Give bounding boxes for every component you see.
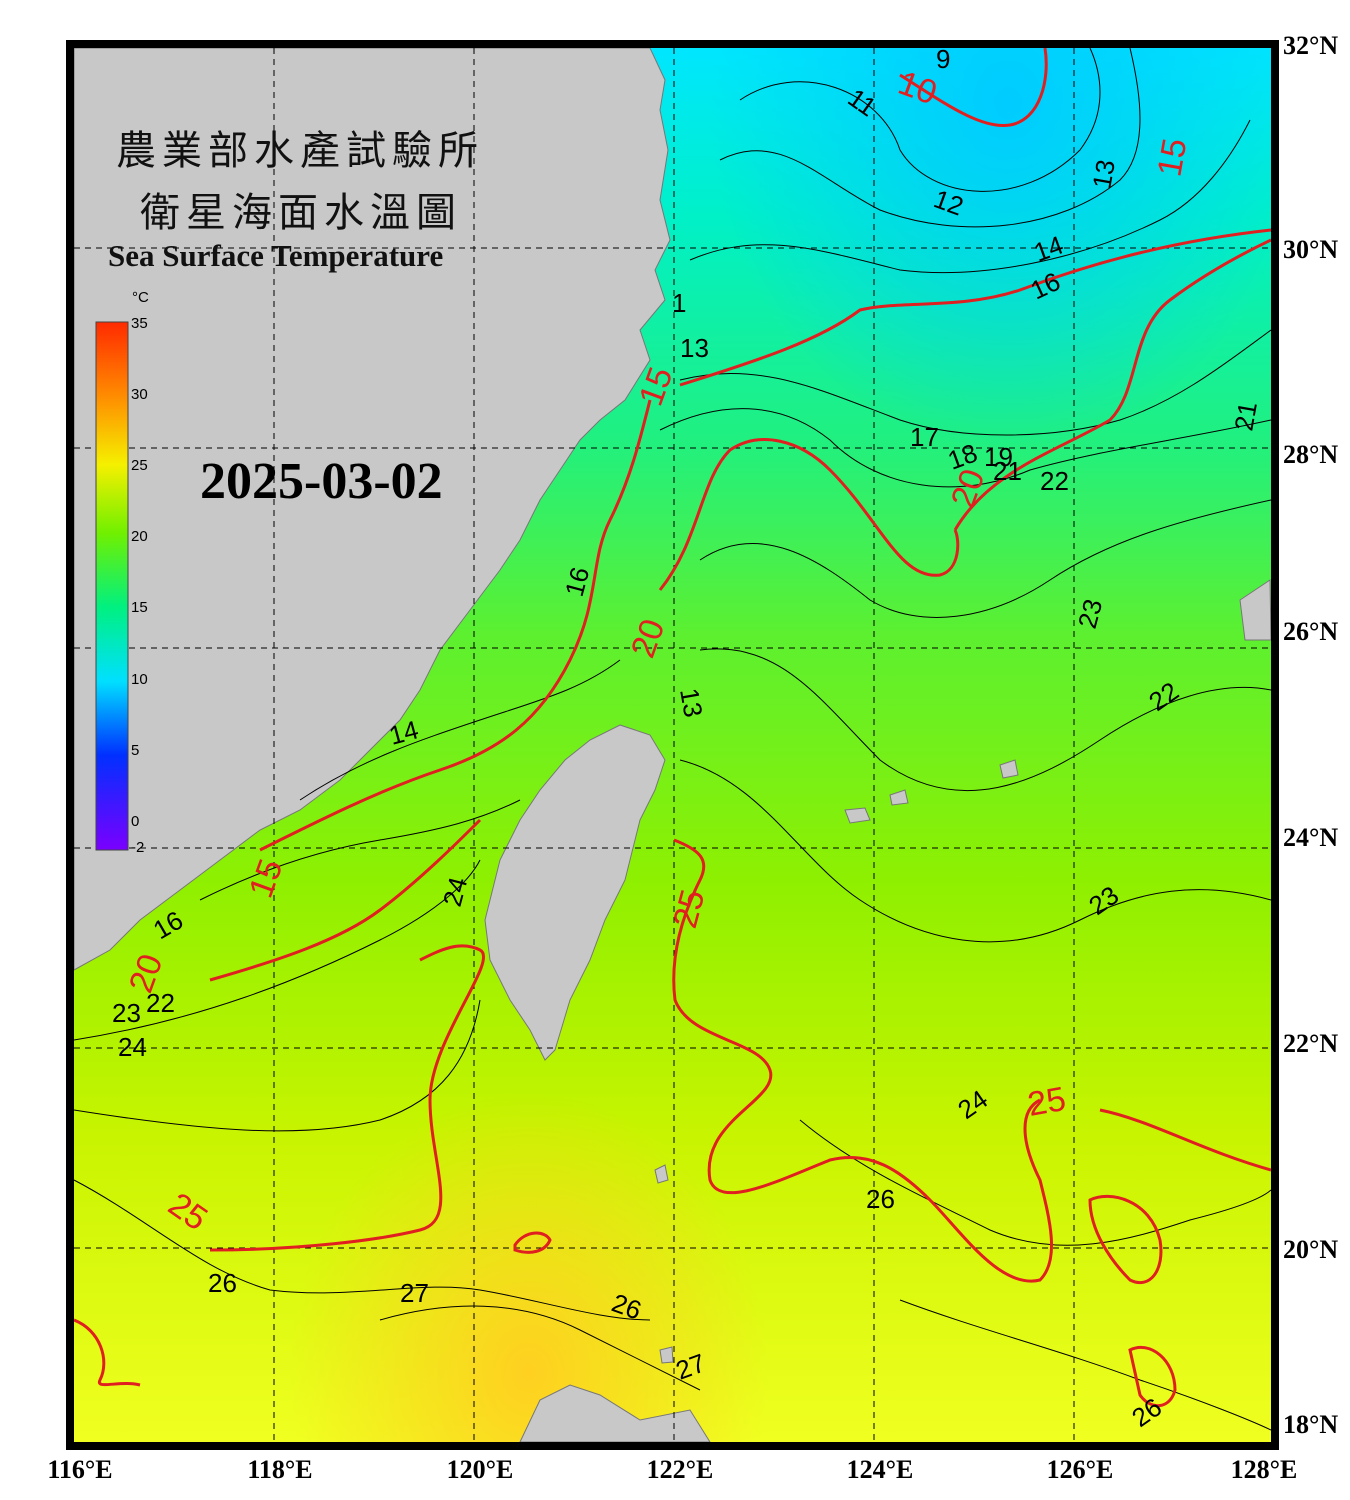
isotherms-red bbox=[74, 48, 1271, 1408]
title-english: Sea Surface Temperature bbox=[108, 238, 444, 273]
isotherm-label: 21 bbox=[1228, 399, 1263, 433]
lon-label: 118°E bbox=[247, 1455, 312, 1484]
ryukyu-islands bbox=[654, 579, 1271, 1364]
map-border bbox=[66, 40, 1279, 1450]
isotherm-label: 9 bbox=[936, 44, 950, 74]
isotherm-label: 21 bbox=[993, 456, 1022, 486]
colorbar-scale bbox=[95, 321, 129, 851]
colorbar-unit: °C bbox=[132, 289, 149, 306]
lat-label: 22°N bbox=[1283, 1029, 1338, 1058]
colorbar-ticks: 35 30 25 20 15 10 5 0 -2 bbox=[131, 315, 148, 856]
lat-label: 26°N bbox=[1283, 617, 1338, 646]
isotherm-label: 13 bbox=[1086, 157, 1121, 191]
isotherm-label: 25 bbox=[1025, 1080, 1069, 1124]
lon-label: 124°E bbox=[847, 1455, 914, 1484]
mainland-china bbox=[74, 48, 671, 971]
isotherms-black bbox=[74, 48, 1271, 1431]
colorbar-tick: 5 bbox=[131, 742, 139, 759]
lon-label: 116°E bbox=[47, 1455, 112, 1484]
lat-label: 24°N bbox=[1283, 823, 1338, 852]
colorbar-tick: 10 bbox=[131, 671, 148, 688]
isotherm-label: 24 bbox=[118, 1032, 147, 1062]
map-area: 9 11 12 13 13 14 16 16 17 18 19 21 22 21… bbox=[74, 44, 1271, 1442]
isotherm-label: 22 bbox=[146, 988, 175, 1018]
lat-label: 18°N bbox=[1283, 1410, 1338, 1439]
luzon-island bbox=[519, 1384, 711, 1442]
longitude-labels: 116°E 118°E 120°E 122°E 124°E 126°E 128°… bbox=[47, 1455, 1297, 1484]
isotherm-label: 17 bbox=[910, 422, 939, 452]
lat-label: 32°N bbox=[1283, 31, 1338, 60]
lon-label: 120°E bbox=[447, 1455, 514, 1484]
isotherm-label: 13 bbox=[674, 686, 709, 720]
isotherm-label: 22 bbox=[1040, 466, 1069, 496]
lon-label: 126°E bbox=[1047, 1455, 1114, 1484]
isotherm-label: 27 bbox=[400, 1278, 429, 1308]
isotherm-label: 26 bbox=[866, 1184, 895, 1214]
isotherm-label: 19 bbox=[984, 442, 1013, 472]
colorbar-tick: 15 bbox=[131, 599, 148, 616]
isotherm-label: 15 bbox=[1150, 136, 1194, 180]
colorbar-tick: 0 bbox=[131, 813, 139, 830]
latitude-labels: 32°N 30°N 28°N 26°N 24°N 22°N 20°N 18°N bbox=[1283, 31, 1338, 1439]
title-chinese-line2: 衛星海面水溫圖 bbox=[140, 190, 462, 236]
taiwan-island bbox=[484, 724, 666, 1061]
isotherm-label: 26 bbox=[208, 1268, 237, 1298]
lat-label: 20°N bbox=[1283, 1235, 1338, 1264]
isotherm-label: 23 bbox=[112, 998, 141, 1028]
colorbar: °C 35 30 25 20 15 10 5 0 -2 bbox=[95, 289, 149, 856]
lon-label: 128°E bbox=[1231, 1455, 1298, 1484]
isotherm-labels-black: 9 11 12 13 13 14 16 16 17 18 19 21 22 21… bbox=[112, 44, 1263, 1433]
colorbar-tick: -2 bbox=[131, 839, 144, 856]
title-chinese-line1: 農業部水產試驗所 bbox=[116, 128, 484, 174]
colorbar-tick: 35 bbox=[131, 315, 148, 332]
date-label: 2025-03-02 bbox=[200, 453, 443, 510]
lon-label: 122°E bbox=[647, 1455, 714, 1484]
colorbar-tick: 25 bbox=[131, 457, 148, 474]
isotherm-label: 13 bbox=[680, 333, 709, 363]
colorbar-tick: 30 bbox=[131, 386, 148, 403]
colorbar-tick: 20 bbox=[131, 528, 148, 545]
isotherm-label: 1 bbox=[672, 288, 686, 318]
lat-label: 30°N bbox=[1283, 235, 1338, 264]
lat-label: 28°N bbox=[1283, 440, 1338, 469]
